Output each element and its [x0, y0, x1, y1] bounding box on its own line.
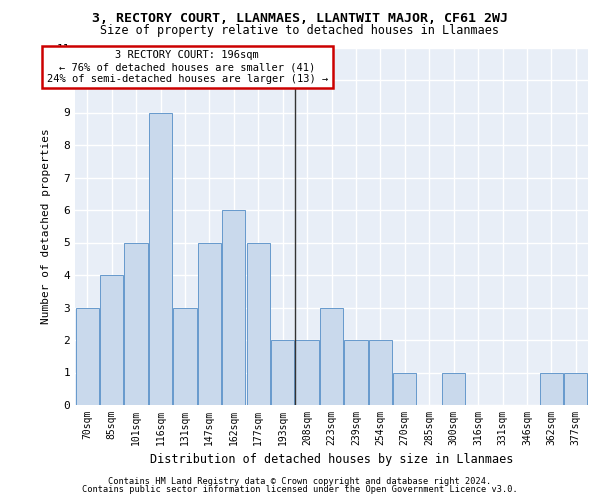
- Bar: [247, 242, 270, 405]
- Bar: [442, 372, 465, 405]
- Text: Contains public sector information licensed under the Open Government Licence v3: Contains public sector information licen…: [82, 484, 518, 494]
- X-axis label: Distribution of detached houses by size in Llanmaes: Distribution of detached houses by size …: [150, 454, 513, 466]
- Bar: [198, 242, 221, 405]
- Bar: [320, 308, 343, 405]
- Bar: [564, 372, 587, 405]
- Bar: [369, 340, 392, 405]
- Text: 3, RECTORY COURT, LLANMAES, LLANTWIT MAJOR, CF61 2WJ: 3, RECTORY COURT, LLANMAES, LLANTWIT MAJ…: [92, 12, 508, 26]
- Bar: [344, 340, 368, 405]
- Bar: [149, 112, 172, 405]
- Text: Contains HM Land Registry data © Crown copyright and database right 2024.: Contains HM Land Registry data © Crown c…: [109, 477, 491, 486]
- Bar: [393, 372, 416, 405]
- Text: Size of property relative to detached houses in Llanmaes: Size of property relative to detached ho…: [101, 24, 499, 37]
- Bar: [173, 308, 197, 405]
- Bar: [124, 242, 148, 405]
- Bar: [100, 275, 123, 405]
- Bar: [271, 340, 294, 405]
- Bar: [540, 372, 563, 405]
- Text: 3 RECTORY COURT: 196sqm
← 76% of detached houses are smaller (41)
24% of semi-de: 3 RECTORY COURT: 196sqm ← 76% of detache…: [47, 50, 328, 84]
- Bar: [222, 210, 245, 405]
- Y-axis label: Number of detached properties: Number of detached properties: [41, 128, 51, 324]
- Bar: [76, 308, 99, 405]
- Bar: [295, 340, 319, 405]
